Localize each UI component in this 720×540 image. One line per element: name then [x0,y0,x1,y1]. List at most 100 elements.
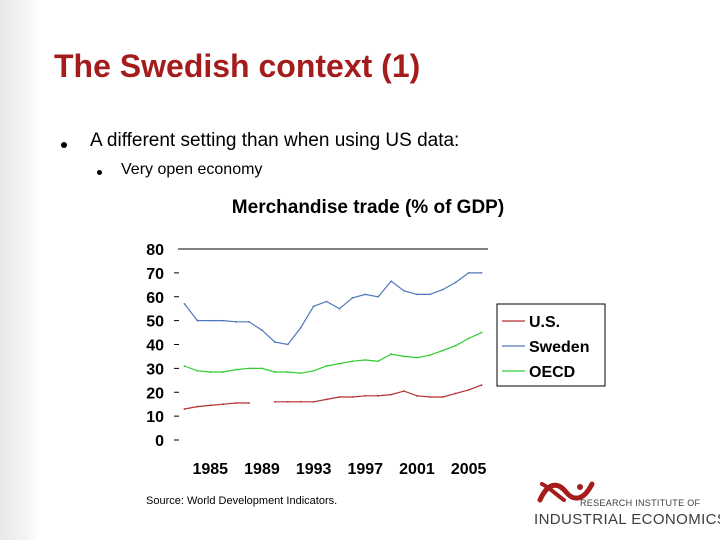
data-point-oecd [364,359,367,361]
chart-legend: U.S. Sweden OECD [496,303,606,387]
data-point-sweden [428,293,431,296]
data-point-oecd [325,365,328,367]
data-point-sweden [480,271,483,274]
x-tick-label: 1989 [244,461,280,478]
data-point-sweden [299,326,302,329]
x-tick-label: 1997 [347,461,383,478]
series-line-us [274,384,482,403]
data-point-us [390,393,393,396]
data-point-sweden [248,320,250,323]
data-point-oecd [248,367,250,370]
data-point-oecd [338,362,341,365]
data-point-sweden [209,319,212,322]
data-point-oecd [235,368,238,371]
legend-label-oecd: OECD [529,364,575,381]
data-point-sweden [377,295,380,298]
y-tick-label: 60 [146,290,164,307]
data-point-us [364,394,367,397]
logo-text-line2: INDUSTRIAL ECONOMICS [534,511,720,528]
data-point-oecd [377,360,380,363]
series-line-sweden [184,272,482,346]
data-point-sweden [325,300,328,303]
y-tick-label: 40 [146,338,164,355]
data-point-sweden [196,319,199,322]
data-point-oecd [299,372,302,375]
data-point-oecd [183,365,186,367]
data-point-sweden [364,293,367,296]
data-point-sweden [273,341,276,344]
data-point-sweden [403,289,405,292]
data-point-us [467,388,470,391]
y-tick-label: 70 [146,266,164,283]
y-tick-label: 10 [146,409,164,426]
data-point-us [377,394,380,397]
y-tick-label: 30 [146,361,164,378]
data-point-oecd [403,355,405,358]
source-note: Source: World Development Indicators. [146,495,338,507]
data-point-us [273,400,276,403]
y-tick-label: 0 [155,433,164,450]
data-point-sweden [222,319,225,322]
data-point-us [480,384,483,386]
data-point-us [183,408,186,410]
legend-label-sweden: Sweden [529,339,589,356]
slide-title: The Swedish context (1) [54,48,421,84]
series-line-us [184,402,249,410]
y-tick-label: 20 [146,385,164,402]
data-point-oecd [351,360,354,363]
data-point-oecd [454,344,457,347]
data-point-sweden [351,297,354,299]
data-point-sweden [416,293,418,296]
data-point-sweden [390,280,393,283]
data-point-us [428,396,431,398]
side-decoration-band [0,0,38,540]
plot-area: 0 10 20 30 40 50 60 70 80 1985 1989 1993 1997 2001 200… [146,242,488,478]
trade-chart: Merchandise trade (% of GDP) 0 10 20 30 40 50… [146,197,606,478]
data-point-oecd [261,367,263,370]
x-tick-label: 2005 [451,461,487,478]
data-point-oecd [428,354,431,357]
data-point-us [286,400,289,403]
data-point-us [222,403,225,406]
data-point-oecd [441,349,444,352]
logo-text-line1: RESEARCH INSTITUTE OF [580,498,701,508]
data-point-us [325,398,328,401]
data-point-sweden [183,303,186,305]
data-point-us [209,404,212,407]
data-point-us [338,396,341,398]
legend-box [496,303,606,387]
bullet-dot-2 [97,170,102,175]
data-point-oecd [196,369,199,372]
y-tick-label: 50 [146,314,164,331]
data-point-sweden [286,343,289,346]
bullet-2-text: Very open economy [121,161,263,178]
bullet-dot-1 [61,142,67,148]
data-point-us [416,394,418,397]
data-point-sweden [235,320,238,323]
data-point-sweden [441,288,444,291]
data-point-oecd [209,371,212,373]
data-point-us [299,400,302,403]
data-point-sweden [338,307,341,310]
data-point-sweden [261,329,263,332]
x-tick-label: 1985 [192,461,228,478]
data-point-oecd [273,371,276,373]
data-point-us [351,396,354,398]
data-point-oecd [480,331,483,334]
data-point-oecd [312,369,315,372]
data-point-us [403,390,405,392]
data-point-us [248,402,250,404]
x-tick-label: 1993 [296,461,332,478]
data-point-oecd [222,371,225,373]
data-point-us [196,405,199,408]
data-point-sweden [454,281,457,284]
data-point-us [312,400,315,403]
data-point-oecd [390,353,393,355]
data-point-us [441,396,444,398]
data-point-oecd [286,371,289,373]
data-point-oecd [416,356,418,359]
data-point-sweden [467,271,470,274]
data-point-oecd [467,337,470,340]
data-point-us [235,402,238,404]
series-line-oecd [184,332,482,374]
